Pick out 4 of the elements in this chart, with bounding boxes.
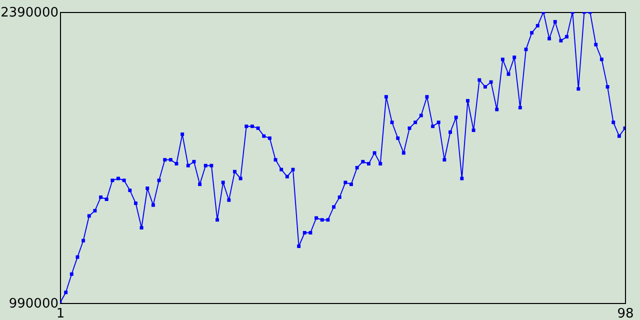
y-tick-label: 990000 — [8, 296, 58, 312]
x-tick-label: 98 — [617, 306, 634, 320]
x-tick-label: 1 — [56, 306, 65, 320]
y-tick-label: 2390000 — [0, 6, 58, 20]
